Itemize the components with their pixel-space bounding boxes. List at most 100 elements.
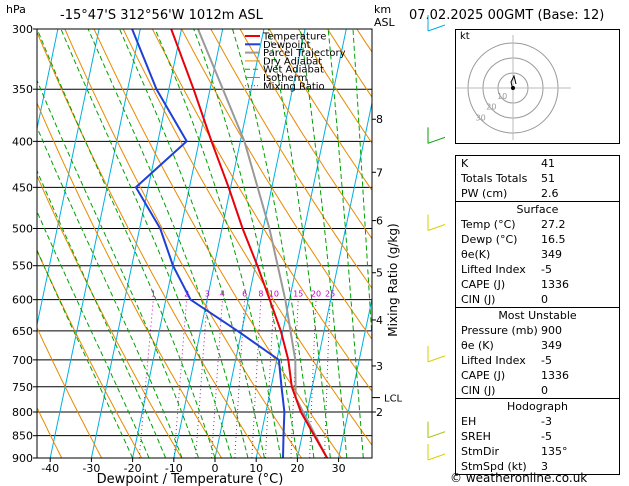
pressure-tick-label: 300 bbox=[12, 23, 33, 36]
wet-adiabat-line bbox=[352, 29, 372, 346]
wind-barb bbox=[427, 24, 446, 32]
mixing-ratio-label: 3 bbox=[205, 290, 210, 299]
km-tick-label: 7 bbox=[376, 166, 383, 179]
most-unstable-label: Pressure (mb) bbox=[461, 324, 538, 337]
hodograph-value: -5 bbox=[541, 430, 552, 443]
mixing-ratio-label: 1 bbox=[151, 290, 156, 299]
hodograph-label: SREH bbox=[461, 430, 491, 443]
most-unstable-value: 1336 bbox=[541, 369, 569, 382]
wet-adiabat-line bbox=[60, 29, 232, 458]
legend-label: Dewpoint bbox=[263, 40, 311, 51]
surface-label: Lifted Index bbox=[461, 263, 526, 276]
surface-value: 1336 bbox=[541, 278, 569, 291]
mixing-ratio-axis-title: Mixing Ratio (g/kg) bbox=[386, 223, 400, 336]
index-value: 51 bbox=[541, 172, 555, 185]
datetime-title: 07.02.2025 00GMT (Base: 12) bbox=[409, 8, 605, 23]
most-unstable-value: -5 bbox=[541, 354, 552, 367]
surface-row: Lifted Index -5 bbox=[456, 262, 619, 277]
km-label: km bbox=[374, 3, 392, 16]
mixing-ratio-label: 6 bbox=[242, 290, 247, 299]
legend-label: Isotherm bbox=[263, 73, 307, 84]
x-tick-label: 10 bbox=[249, 462, 263, 475]
indices-panel: K 41 Totals Totals 51 PW (cm) 2.6 Surface Tem… bbox=[455, 155, 620, 475]
pressure-tick-label: 600 bbox=[12, 294, 33, 307]
surface-value: 349 bbox=[541, 248, 562, 261]
legend-label: Dry Adiabat bbox=[263, 56, 322, 67]
divider bbox=[456, 201, 619, 202]
surface-value: 16.5 bbox=[541, 233, 566, 246]
pressure-tick-label: 700 bbox=[12, 354, 33, 367]
wind-barb bbox=[427, 431, 446, 439]
pressure-tick-label: 650 bbox=[12, 325, 33, 338]
index-row: K 41 bbox=[456, 156, 619, 171]
x-tick-label: 30 bbox=[332, 462, 346, 475]
km-asl-label: km ASL bbox=[374, 3, 395, 29]
surface-row: CAPE (J) 1336 bbox=[456, 277, 619, 292]
dewpoint-line bbox=[131, 29, 286, 458]
isotherm-line bbox=[255, 29, 347, 458]
surface-label: CAPE (J) bbox=[461, 278, 506, 291]
x-tick-label: 0 bbox=[212, 462, 219, 475]
isotherm-line bbox=[132, 29, 224, 458]
pressure-tick-label: 550 bbox=[12, 260, 33, 273]
most-unstable-row: CAPE (J) 1336 bbox=[456, 368, 619, 383]
divider bbox=[456, 398, 619, 399]
hodograph-value: 135° bbox=[541, 445, 568, 458]
most-unstable-row: Pressure (mb) 900 bbox=[456, 323, 619, 338]
isotherm-line bbox=[37, 29, 59, 131]
footer-credit: © weatheronline.co.uk bbox=[450, 471, 588, 485]
wet-adiabat-line bbox=[232, 29, 315, 458]
pressure-tick-label: 450 bbox=[12, 181, 33, 194]
mixing-ratio-label: 15 bbox=[293, 290, 303, 299]
surface-value: 0 bbox=[541, 293, 548, 306]
wind-barb bbox=[427, 224, 446, 231]
most-unstable-label: Lifted Index bbox=[461, 354, 526, 367]
wet-adiabat-line bbox=[37, 169, 167, 458]
wet-adiabat-line bbox=[37, 249, 134, 458]
hodograph-panel: 10 20 30 kt bbox=[455, 29, 620, 144]
wet-adiabat-line bbox=[37, 210, 150, 458]
most-unstable-title: Most Unstable bbox=[498, 309, 577, 322]
isotherm-line bbox=[214, 29, 306, 458]
wet-adiabat-line bbox=[119, 29, 265, 458]
hodograph-ring-label: 10 bbox=[497, 92, 507, 101]
legend-label: Wet Adiabat bbox=[263, 65, 324, 76]
location-title: -15°47'S 312°56'W 1012m ASL bbox=[60, 8, 263, 23]
dry-adiabat-line bbox=[64, 29, 302, 458]
legend-label: Parcel Trajectory bbox=[263, 48, 346, 59]
mixing-ratio-label: 10 bbox=[269, 290, 279, 299]
surface-row: Temp (°C) 27.2 bbox=[456, 217, 619, 232]
most-unstable-row: θe (K) 349 bbox=[456, 338, 619, 353]
legend-label: Mixing Ratio bbox=[263, 81, 325, 92]
index-label: K bbox=[461, 157, 469, 170]
pressure-tick-label: 500 bbox=[12, 222, 33, 235]
index-row: Totals Totals 51 bbox=[456, 171, 619, 186]
index-label: PW (cm) bbox=[461, 187, 508, 200]
x-tick-label: -30 bbox=[82, 462, 100, 475]
dry-adiabat-line bbox=[93, 29, 342, 458]
x-tick-label: -40 bbox=[41, 462, 59, 475]
wind-barb bbox=[427, 136, 446, 144]
pressure-unit-label: hPa bbox=[6, 3, 26, 16]
pressure-tick-label: 900 bbox=[12, 452, 33, 465]
mixing-ratio-label: 8 bbox=[258, 290, 263, 299]
most-unstable-value: 900 bbox=[541, 324, 562, 337]
pressure-tick-label: 800 bbox=[12, 406, 33, 419]
mixing-ratio-line bbox=[211, 299, 223, 458]
x-tick-label: 20 bbox=[290, 462, 304, 475]
dry-adiabat-line bbox=[37, 326, 103, 458]
hodograph-label: EH bbox=[461, 415, 477, 428]
surface-value: 27.2 bbox=[541, 218, 566, 231]
wet-adiabat-line bbox=[37, 29, 216, 458]
pressure-tick-label: 850 bbox=[12, 430, 33, 443]
hodograph-value: 3 bbox=[541, 460, 548, 473]
hodograph-unit-label: kt bbox=[460, 31, 470, 42]
index-label: Totals Totals bbox=[461, 172, 528, 185]
x-tick-label: -20 bbox=[124, 462, 142, 475]
pressure-tick-label: 400 bbox=[12, 135, 33, 148]
index-value: 2.6 bbox=[541, 187, 559, 200]
lcl-label: LCL bbox=[384, 394, 403, 405]
storm-motion-marker bbox=[511, 86, 515, 90]
